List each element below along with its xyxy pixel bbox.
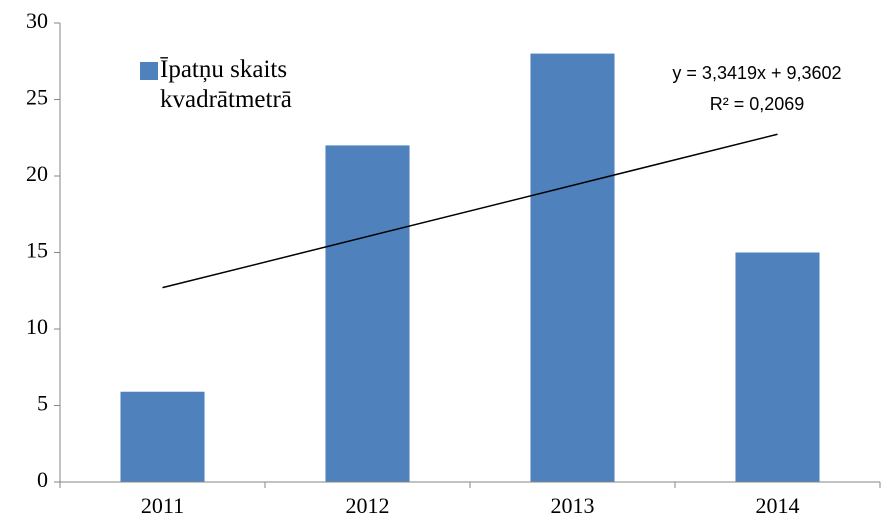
y-tick-label: 10 (26, 314, 48, 339)
x-tick-label: 2014 (756, 493, 800, 518)
y-tick-label: 15 (26, 238, 48, 263)
y-tick-label: 5 (37, 391, 48, 416)
bar (735, 252, 820, 482)
trend-equation: y = 3,3419x + 9,3602 (672, 63, 841, 83)
bar (120, 391, 205, 482)
legend-label: Īpatņu skaits kvadrātmetrā (160, 56, 292, 113)
y-tick-label: 0 (37, 467, 48, 492)
bar (325, 145, 410, 482)
legend: Īpatņu skaits kvadrātmetrā (160, 56, 292, 113)
y-tick-label: 20 (26, 161, 48, 186)
bar (530, 53, 615, 482)
trend-r-squared: R² = 0,2069 (710, 94, 805, 114)
legend-swatch (140, 62, 158, 80)
y-tick-label: 30 (26, 8, 48, 33)
y-tick-label: 25 (26, 85, 48, 110)
trendline (162, 133, 778, 289)
x-tick-label: 2011 (141, 493, 184, 518)
x-tick-label: 2013 (551, 493, 595, 518)
x-tick-label: 2012 (346, 493, 390, 518)
